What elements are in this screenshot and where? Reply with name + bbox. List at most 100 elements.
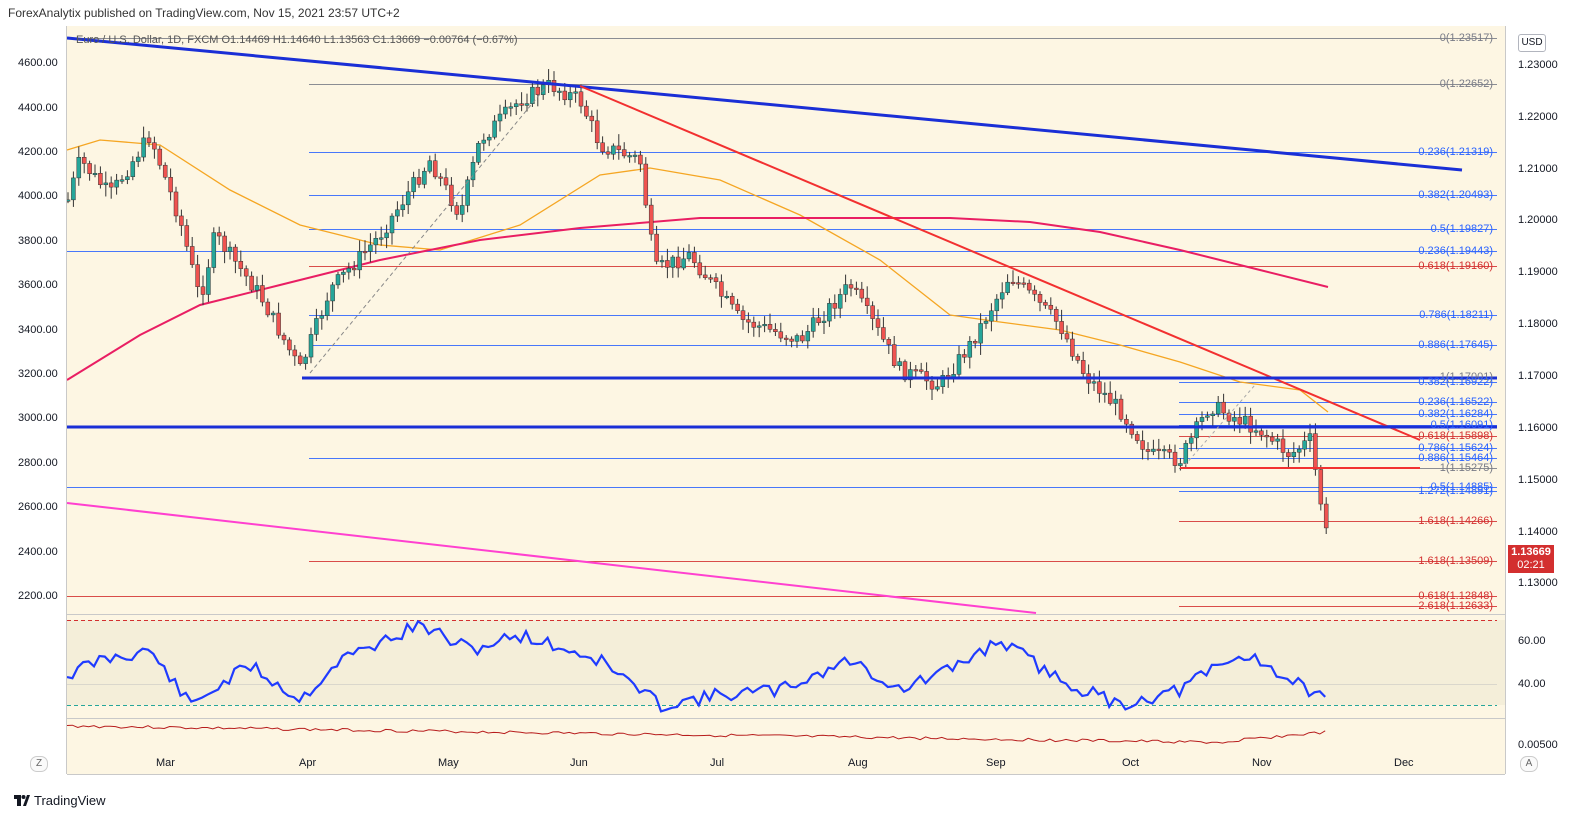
candle-body bbox=[821, 320, 827, 324]
candle-body bbox=[870, 305, 875, 319]
right-axis-label: 1.15000 bbox=[1518, 474, 1558, 486]
candle-body bbox=[481, 139, 487, 144]
candle-body bbox=[519, 103, 524, 106]
candle-body bbox=[470, 162, 476, 181]
candle-body bbox=[848, 284, 854, 289]
candle-body bbox=[524, 103, 530, 106]
zoom-button[interactable]: Z bbox=[30, 756, 48, 772]
right-axis-label: 1.20000 bbox=[1518, 214, 1558, 226]
candle-body bbox=[956, 354, 962, 375]
candle-body bbox=[119, 179, 125, 182]
left-axis-label: 3600.00 bbox=[18, 279, 58, 291]
candle-body bbox=[692, 252, 697, 264]
candle-body bbox=[465, 179, 470, 206]
candle-body bbox=[1318, 469, 1324, 505]
left-axis-label: 2800.00 bbox=[18, 457, 58, 469]
candle-body bbox=[1302, 440, 1307, 450]
candle-body bbox=[999, 292, 1005, 300]
vol-pane-bg bbox=[67, 719, 1505, 774]
fib-label: 1.272(1.14891) bbox=[1418, 485, 1493, 497]
candle-body bbox=[513, 103, 519, 107]
candle-body bbox=[1253, 430, 1259, 433]
candle-body bbox=[935, 386, 940, 390]
candle-body bbox=[778, 331, 784, 339]
candle-body bbox=[1032, 289, 1037, 295]
candle-body bbox=[989, 310, 994, 322]
candle-body bbox=[1221, 401, 1226, 414]
candle-body bbox=[1167, 449, 1172, 453]
candle-body bbox=[211, 232, 217, 268]
right-axis-label: 1.18000 bbox=[1518, 318, 1558, 330]
candle-body bbox=[681, 258, 686, 269]
candle-body bbox=[384, 232, 389, 239]
candle-body bbox=[1075, 356, 1081, 361]
candle-body bbox=[184, 225, 190, 247]
fib-label: 0.886(1.15464) bbox=[1418, 452, 1493, 464]
candle-body bbox=[362, 251, 368, 254]
candle-body bbox=[1134, 434, 1140, 441]
right-axis-label: 1.17000 bbox=[1518, 370, 1558, 382]
candle-body bbox=[292, 349, 298, 357]
publisher-text: ForexAnalytix published on TradingView.c… bbox=[8, 6, 400, 20]
candle-body bbox=[1275, 438, 1280, 442]
candle-body bbox=[962, 354, 967, 358]
trendlines[interactable] bbox=[66, 36, 1497, 614]
candle-body bbox=[1005, 281, 1010, 293]
candle-body bbox=[308, 334, 314, 358]
candle-body bbox=[108, 182, 114, 188]
month-label: Sep bbox=[986, 757, 1006, 769]
candle-body bbox=[729, 296, 735, 305]
candle-body bbox=[897, 361, 902, 367]
candle-body bbox=[389, 215, 395, 234]
candle-body bbox=[443, 177, 449, 186]
left-axis-label: 4200.00 bbox=[18, 146, 58, 158]
candle-body bbox=[459, 205, 465, 215]
right-axis-label: 1.21000 bbox=[1518, 163, 1558, 175]
candle-body bbox=[1145, 449, 1151, 452]
candle-body bbox=[1286, 452, 1291, 457]
candle-body bbox=[233, 246, 238, 262]
month-label: Jun bbox=[570, 757, 588, 769]
candle-body bbox=[1205, 415, 1210, 418]
currency-badge[interactable]: USD bbox=[1518, 34, 1546, 52]
right-price-axis[interactable]: 1.23000 1.22000 1.21000 1.20000 1.19000 1.180… bbox=[1505, 26, 1587, 774]
indicator-line bbox=[66, 724, 1326, 744]
candle-body bbox=[1313, 433, 1318, 470]
candle-body bbox=[71, 177, 76, 201]
rsi-line bbox=[66, 619, 1326, 713]
candle-body bbox=[395, 209, 400, 217]
candle-body bbox=[114, 179, 119, 188]
fib-labels: 0(1.23517) 0(1.22652) 0.236(1.21319) 0.382(… bbox=[1418, 32, 1493, 612]
candle-body bbox=[1264, 434, 1270, 438]
left-axis-label: 4600.00 bbox=[18, 57, 58, 69]
auto-scale-button[interactable]: A bbox=[1520, 756, 1538, 772]
candle-body bbox=[1237, 417, 1243, 425]
candle-body bbox=[427, 160, 433, 172]
right-axis-label: 1.16000 bbox=[1518, 422, 1558, 434]
candle-body bbox=[1097, 381, 1102, 394]
candle-body bbox=[319, 315, 325, 319]
candle-body bbox=[875, 318, 881, 328]
candle-body bbox=[297, 355, 303, 364]
fib-label: 0.382(1.16922) bbox=[1418, 376, 1493, 388]
candle-body bbox=[1280, 438, 1286, 453]
left-price-axis[interactable]: 4600.00 4400.00 4200.00 4000.00 3800.00 3600.… bbox=[0, 26, 67, 774]
candle-body bbox=[146, 137, 152, 143]
candle-body bbox=[351, 268, 357, 271]
candle-body bbox=[303, 356, 308, 364]
right-axis-label: 1.22000 bbox=[1518, 111, 1558, 123]
candle-body bbox=[157, 148, 163, 166]
fib-label: 0.886(1.17645) bbox=[1418, 339, 1493, 351]
left-axis-label: 2600.00 bbox=[18, 501, 58, 513]
candle-body bbox=[1091, 381, 1097, 384]
tradingview-logo[interactable]: TradingView bbox=[14, 793, 106, 808]
candle-body bbox=[535, 86, 541, 95]
left-axis-label: 3800.00 bbox=[18, 235, 58, 247]
candle-body bbox=[886, 339, 892, 345]
candle-body bbox=[767, 324, 773, 330]
candle-body bbox=[908, 369, 913, 381]
candle-body bbox=[1210, 413, 1216, 417]
candle-body bbox=[978, 323, 983, 344]
candle-body bbox=[1151, 448, 1156, 452]
